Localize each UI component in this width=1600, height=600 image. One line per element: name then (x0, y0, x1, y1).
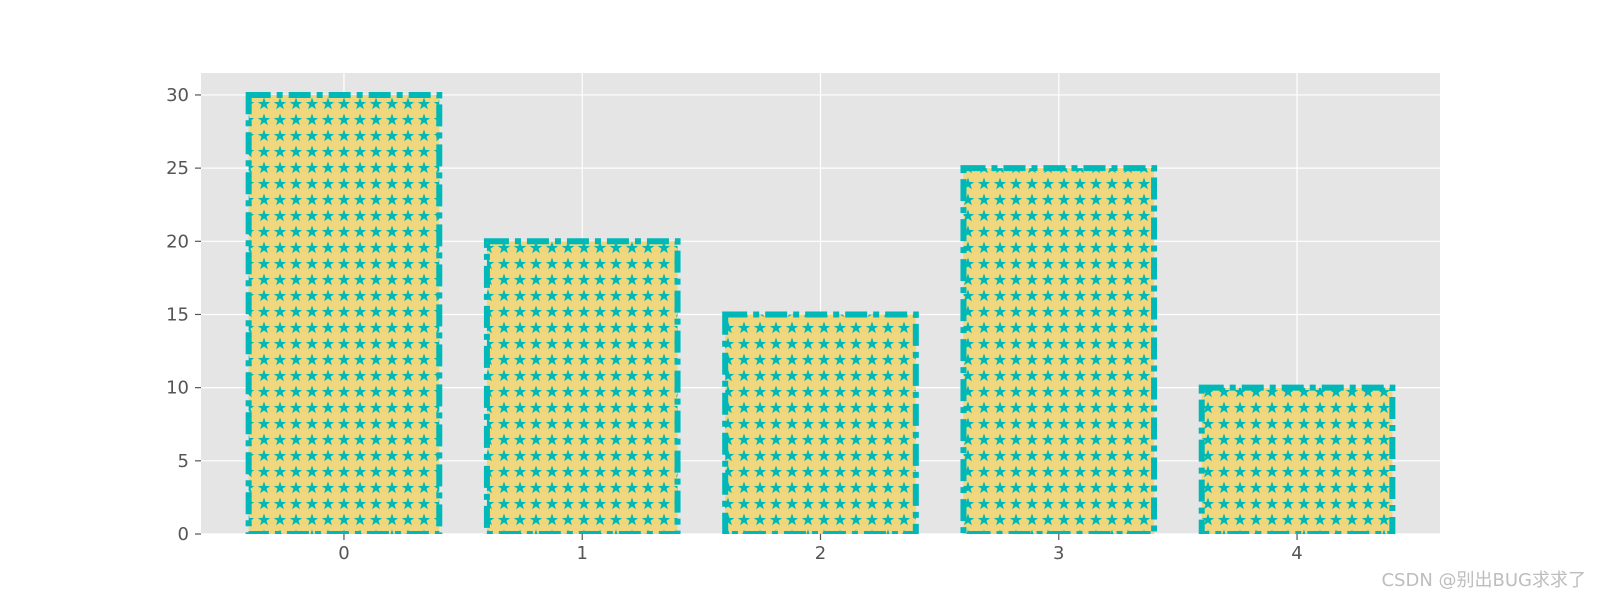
bar-1 (483, 238, 681, 534)
y-axis: 0 5 10 15 20 25 30 (166, 85, 201, 545)
y-tick-label: 5 (178, 451, 189, 472)
bar-2 (722, 311, 919, 534)
bar-3 (960, 165, 1158, 534)
x-tick-label: 2 (815, 543, 826, 564)
x-tick-label: 0 (338, 543, 349, 564)
x-tick-label: 1 (577, 543, 588, 564)
y-tick-label: 10 (166, 378, 189, 399)
x-axis: 0 1 2 3 4 (338, 534, 1303, 564)
y-tick-label: 15 (166, 304, 189, 325)
x-tick-label: 3 (1053, 543, 1064, 564)
y-tick-label: 30 (166, 85, 189, 106)
y-tick-label: 20 (166, 231, 189, 252)
watermark: CSDN @别出BUG求求了 (1381, 570, 1586, 591)
bar-4 (1198, 384, 1396, 534)
y-tick-label: 25 (166, 158, 189, 179)
y-tick-label: 0 (178, 524, 189, 545)
bars (245, 91, 1396, 534)
bar-0 (245, 91, 443, 534)
x-tick-label: 4 (1291, 543, 1302, 564)
